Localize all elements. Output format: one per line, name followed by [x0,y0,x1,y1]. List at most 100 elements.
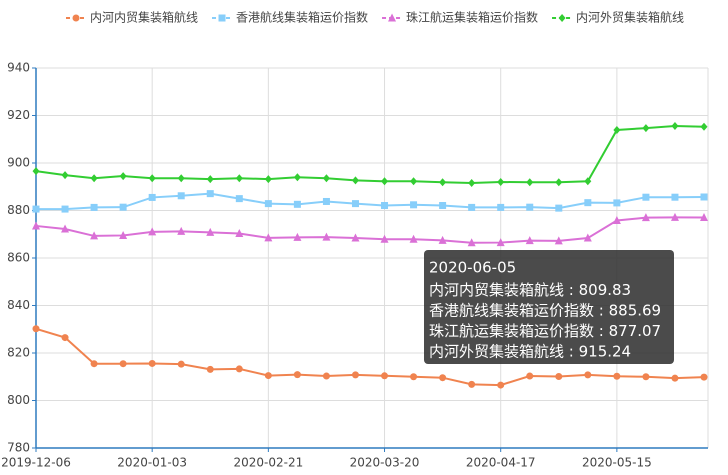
marker [388,13,397,22]
marker [32,221,40,230]
x-tick-label: 2020-05-15 [582,456,652,470]
marker [293,371,301,379]
marker [555,178,563,187]
marker [90,231,99,240]
marker [90,360,98,368]
y-tick-label: 880 [7,203,30,217]
marker [700,193,708,201]
marker [410,201,418,209]
marker [322,372,330,380]
marker [583,233,592,242]
marker [206,227,215,236]
series-line [35,216,705,244]
marker [322,197,330,205]
marker [61,171,69,180]
marker [351,233,360,242]
marker [671,193,679,201]
marker [264,200,272,208]
marker [206,175,214,184]
series-line [36,192,705,211]
marker [438,235,447,244]
tooltip-box [424,250,674,364]
marker [235,365,243,373]
marker [148,227,157,236]
marker [641,213,650,222]
marker [177,192,185,200]
marker [555,204,563,212]
marker [613,199,621,207]
series-line [35,124,705,184]
marker [264,233,273,242]
marker [496,238,505,247]
marker [351,200,359,208]
marker [148,193,156,201]
legend-label: 内河内贸集装箱航线 [90,10,198,25]
marker [264,372,272,380]
marker [61,334,69,342]
marker [671,121,679,130]
marker [409,234,418,243]
marker [148,359,156,367]
x-tick-label: 2019-12-06 [1,456,71,470]
marker [32,325,40,333]
marker [177,226,186,235]
x-tick-label: 2020-03-20 [350,456,420,470]
marker [119,203,127,211]
marker [526,178,534,187]
tooltip-title: 2020-06-05 [429,259,516,277]
x-tick-label: 2020-02-21 [233,456,303,470]
tooltip-row: 香港航线集装箱运价指数 : 885.69 [429,301,661,319]
marker [381,202,389,210]
marker [700,122,708,131]
y-tick-label: 900 [7,156,30,170]
marker [322,174,330,183]
marker [72,14,80,22]
marker [235,229,244,238]
marker [119,360,127,368]
marker [218,14,226,22]
marker [613,372,621,380]
marker [264,175,272,184]
marker [119,230,128,239]
marker [612,215,621,224]
marker [439,374,447,382]
y-tick-label: 940 [7,61,30,75]
marker [61,205,69,213]
marker [410,373,418,381]
marker [148,174,156,183]
marker [177,174,185,183]
marker [584,371,592,379]
marker [322,232,331,241]
marker [32,167,40,176]
marker [235,174,243,183]
marker [351,371,359,379]
marker [468,178,476,187]
marker [410,177,418,186]
marker [497,381,505,389]
marker [439,202,447,210]
marker [700,212,708,221]
marker [642,193,650,201]
tooltip-row: 内河内贸集装箱航线 : 809.83 [429,281,631,299]
marker [642,373,650,381]
legend-item: 内河外贸集装箱航线 [552,10,684,25]
marker [439,178,447,187]
marker [497,203,505,211]
y-tick-label: 920 [7,108,30,122]
marker [467,238,476,247]
marker [206,365,214,373]
y-tick-label: 780 [7,441,30,455]
legend-label: 香港航线集装箱运价指数 [236,10,368,25]
marker [468,380,476,388]
marker [555,373,563,381]
marker [671,374,679,382]
marker [293,200,301,208]
y-tick-label: 820 [7,346,30,360]
marker [558,14,566,22]
marker [293,232,302,241]
marker [119,172,127,181]
y-tick-label: 800 [7,393,30,407]
marker [554,236,563,245]
y-tick-label: 860 [7,251,30,265]
